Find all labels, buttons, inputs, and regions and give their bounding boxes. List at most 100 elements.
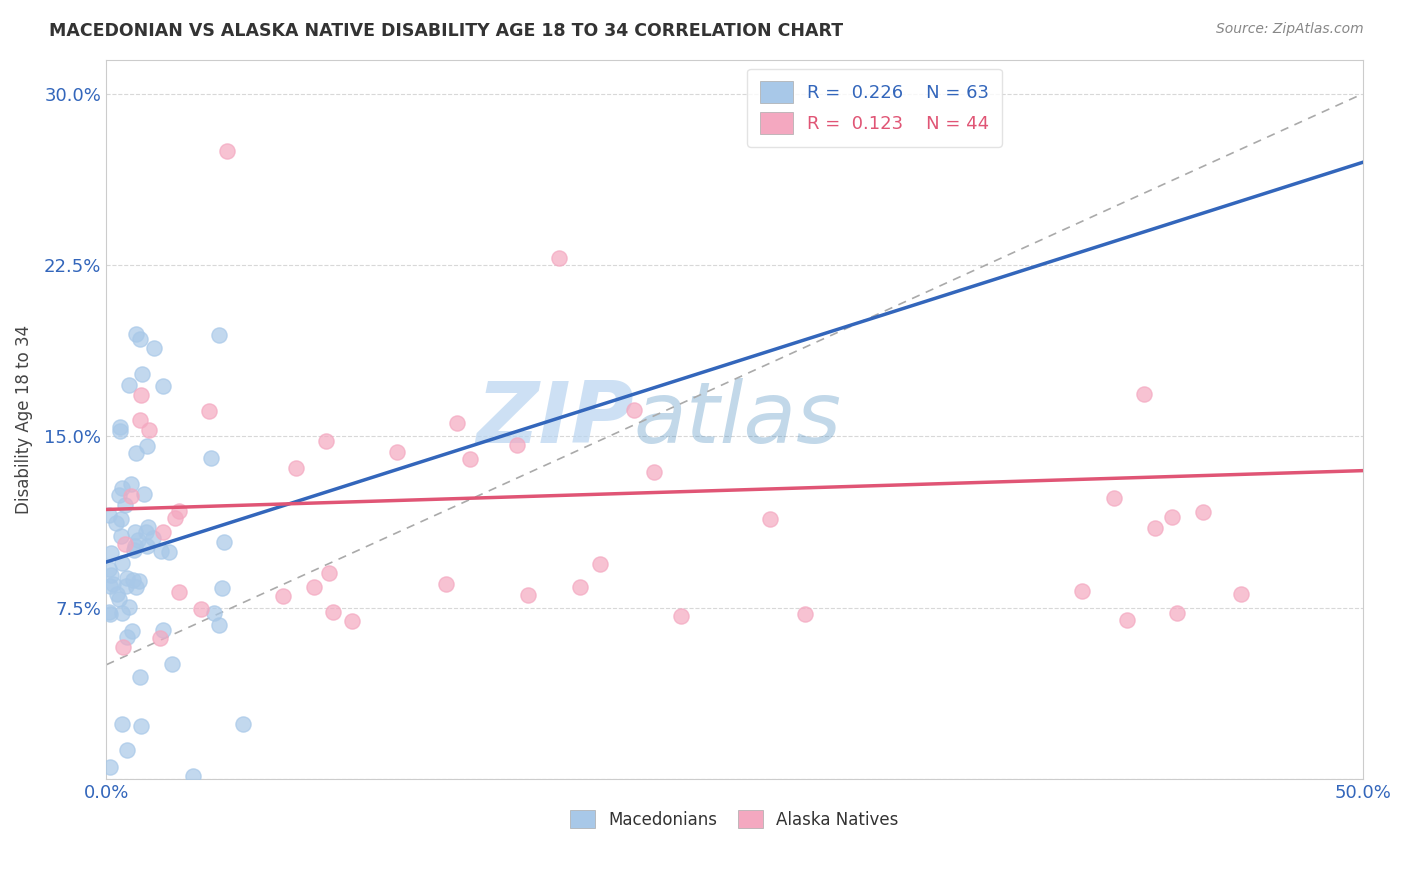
Point <box>97 605 120 619</box>
Point <box>273 590 295 604</box>
Legend: Macedonians, Alaska Natives: Macedonians, Alaska Natives <box>564 804 905 835</box>
Point <box>152 524 174 539</box>
Point <box>128 574 150 588</box>
Point <box>118 377 141 392</box>
Point <box>434 576 457 591</box>
Point <box>110 528 132 542</box>
Point <box>1230 587 1253 601</box>
Point <box>152 379 174 393</box>
Point <box>1115 613 1137 627</box>
Point <box>108 425 131 439</box>
Point <box>125 326 148 341</box>
Point <box>138 423 160 437</box>
Point <box>302 581 325 595</box>
Point <box>623 403 645 417</box>
Point <box>198 404 221 418</box>
Point <box>643 465 665 479</box>
Point <box>135 439 157 453</box>
Text: atlas: atlas <box>634 377 842 461</box>
Point <box>111 607 134 621</box>
Point <box>446 416 468 430</box>
Point <box>131 367 153 381</box>
Point <box>285 461 308 475</box>
Point <box>129 671 152 685</box>
Point <box>1102 491 1125 505</box>
Point <box>121 573 143 587</box>
Point <box>1144 521 1167 535</box>
Point <box>1133 386 1156 401</box>
Point <box>134 487 156 501</box>
Point <box>165 511 187 525</box>
Point <box>104 516 127 530</box>
Point <box>97 562 120 576</box>
Point <box>98 607 121 621</box>
Point <box>232 717 254 731</box>
Point <box>120 489 142 503</box>
Point <box>190 602 212 616</box>
Point <box>120 477 142 491</box>
Point <box>318 566 340 581</box>
Point <box>108 488 131 502</box>
Point <box>506 438 529 452</box>
Point <box>115 630 138 644</box>
Point <box>111 556 134 570</box>
Point <box>669 609 692 624</box>
Point <box>127 533 149 548</box>
Point <box>211 582 233 596</box>
Point <box>131 719 153 733</box>
Point <box>208 328 231 343</box>
Point <box>759 512 782 526</box>
Point <box>322 605 344 619</box>
Point <box>114 498 136 512</box>
Point <box>200 450 222 465</box>
Point <box>1166 606 1188 620</box>
Point <box>794 607 817 621</box>
Point <box>458 452 481 467</box>
Point <box>212 535 235 549</box>
Text: MACEDONIAN VS ALASKA NATIVE DISABILITY AGE 18 TO 34 CORRELATION CHART: MACEDONIAN VS ALASKA NATIVE DISABILITY A… <box>49 22 844 40</box>
Point <box>112 640 135 654</box>
Point <box>121 624 143 639</box>
Point <box>122 543 145 558</box>
Point <box>1192 505 1215 519</box>
Point <box>98 760 121 774</box>
Point <box>181 769 204 783</box>
Point <box>118 599 141 614</box>
Point <box>98 579 121 593</box>
Point <box>569 580 592 594</box>
Point <box>157 545 180 559</box>
Point <box>128 332 150 346</box>
Point <box>97 508 120 522</box>
Point <box>128 413 150 427</box>
Point <box>135 525 157 540</box>
Point <box>110 512 132 526</box>
Point <box>149 544 172 558</box>
Point <box>152 624 174 638</box>
Point <box>115 571 138 585</box>
Point <box>136 539 159 553</box>
Point <box>115 743 138 757</box>
Point <box>124 525 146 540</box>
Point <box>124 539 146 553</box>
Text: ZIP: ZIP <box>477 377 634 461</box>
Point <box>100 568 122 582</box>
Point <box>108 419 131 434</box>
Point <box>111 717 134 731</box>
Point <box>160 657 183 671</box>
Point <box>517 588 540 602</box>
Point <box>589 557 612 571</box>
Point <box>105 586 128 600</box>
Y-axis label: Disability Age 18 to 34: Disability Age 18 to 34 <box>15 325 32 514</box>
Point <box>129 387 152 401</box>
Point <box>103 576 125 591</box>
Point <box>385 445 408 459</box>
Point <box>202 606 225 620</box>
Point <box>136 520 159 534</box>
Point <box>111 481 134 495</box>
Point <box>149 631 172 645</box>
Point <box>142 531 165 545</box>
Point <box>208 617 231 632</box>
Point <box>114 579 136 593</box>
Point <box>100 546 122 560</box>
Point <box>167 504 190 518</box>
